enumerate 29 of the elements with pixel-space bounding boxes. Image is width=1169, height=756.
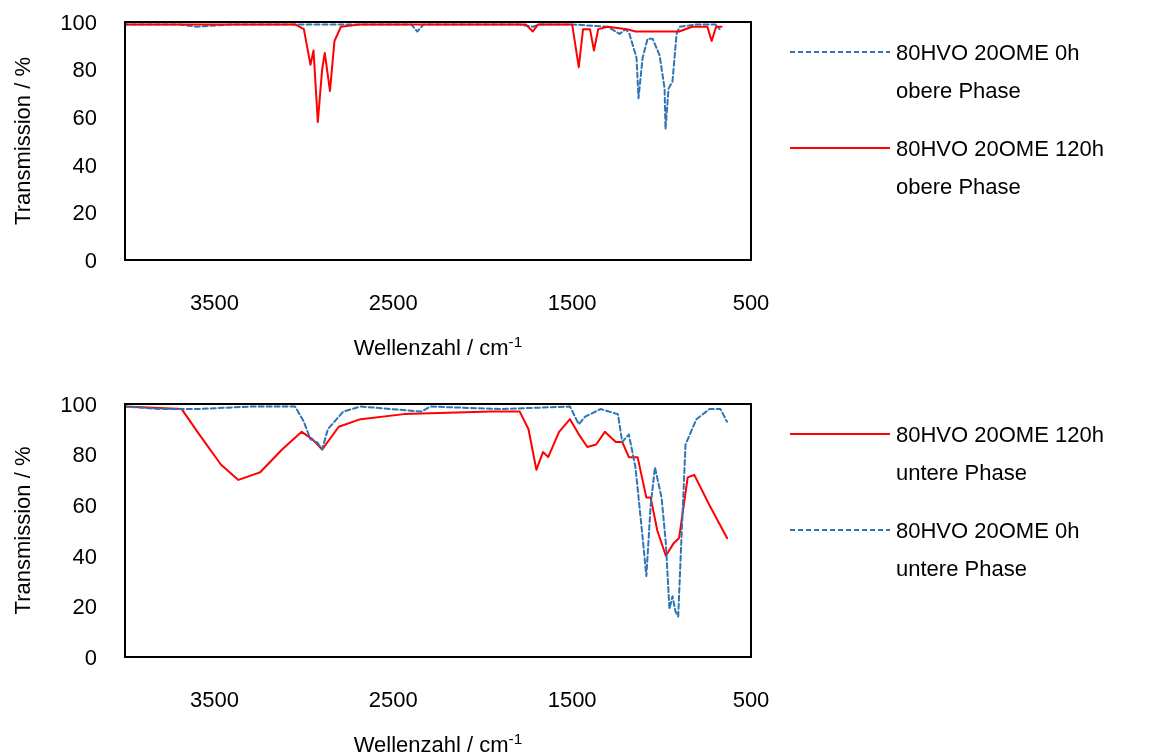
x-tick-label: 3500 [189, 687, 239, 712]
y-tick-label: 100 [60, 391, 97, 417]
x-tick-label: 1500 [547, 290, 597, 315]
legend-label: 80HVO 20OME 0h untere Phase [896, 517, 1080, 581]
x-tick-label: 3500 [189, 290, 239, 315]
x-tick-label: 500 [732, 687, 770, 712]
x-tick-label: 2500 [368, 687, 418, 712]
y-tick-label: 0 [84, 247, 97, 273]
y-tick-label: 100 [60, 9, 97, 35]
y-tick-label: 20 [72, 200, 97, 226]
line-series [124, 405, 729, 618]
x-axis-title: Wellenzahl / cm$^{-1}$ [353, 332, 523, 360]
y-tick-label: 20 [72, 594, 97, 620]
y-tick-label: 80 [72, 57, 97, 83]
x-tick-label: 500 [732, 290, 770, 315]
y-tick-label: 60 [72, 104, 97, 130]
legend-label: 80HVO 20OME 0h obere Phase [896, 39, 1080, 103]
y-tick-label: 40 [72, 152, 97, 178]
y-axis-title: Transmission / % [10, 446, 35, 615]
x-tick-label: 2500 [368, 290, 418, 315]
x-axis-title: Wellenzahl / cm$^{-1}$ [353, 729, 523, 756]
x-tick-label: 1500 [547, 687, 597, 712]
y-axis-title: Transmission / % [10, 57, 35, 225]
legend-label: 80HVO 20OME 120h obere Phase [896, 135, 1104, 199]
y-tick-label: 60 [72, 492, 97, 518]
y-tick-label: 40 [72, 543, 97, 569]
legend-label: 80HVO 20OME 120h untere Phase [896, 421, 1104, 485]
y-tick-label: 0 [84, 644, 97, 670]
y-tick-label: 80 [72, 442, 97, 468]
